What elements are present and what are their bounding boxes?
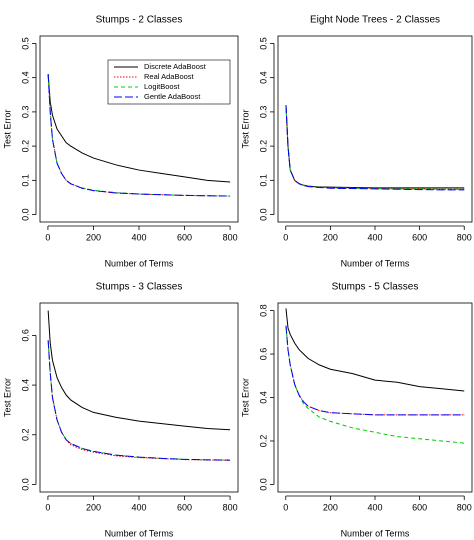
y-tick-label: 0.4 bbox=[258, 391, 268, 404]
legend-label: Real AdaBoost bbox=[144, 72, 195, 81]
chart-title: Eight Node Trees - 2 Classes bbox=[310, 15, 440, 26]
y-tick-label: 0.1 bbox=[20, 174, 30, 187]
plot-frame bbox=[39, 35, 239, 223]
x-axis-label: Number of Terms bbox=[105, 258, 174, 268]
x-tick-label: 800 bbox=[223, 502, 238, 512]
x-tick-label: 200 bbox=[323, 502, 338, 512]
y-tick-label: 0.5 bbox=[20, 37, 30, 50]
y-axis-label: Test Error bbox=[240, 378, 250, 417]
y-axis-label: Test Error bbox=[2, 109, 12, 148]
y-tick-label: 0.2 bbox=[20, 429, 30, 442]
series-line bbox=[285, 325, 465, 416]
y-tick-label: 0.0 bbox=[20, 208, 30, 221]
legend-label: Gentle AdaBoost bbox=[144, 92, 201, 101]
y-tick-label: 0.6 bbox=[20, 329, 30, 342]
y-tick-label: 0.6 bbox=[258, 348, 268, 361]
x-tick-label: 600 bbox=[412, 502, 427, 512]
y-tick-label: 0.5 bbox=[258, 37, 268, 50]
y-tick-label: 0.4 bbox=[20, 71, 30, 84]
y-axis-label: Test Error bbox=[2, 378, 12, 417]
series-line bbox=[47, 74, 231, 183]
x-axis-label: Number of Terms bbox=[105, 528, 174, 538]
series-line bbox=[285, 308, 465, 392]
series-line bbox=[285, 325, 465, 444]
series-line bbox=[47, 74, 231, 197]
legend-label: LogitBoost bbox=[144, 82, 180, 91]
x-tick-label: 800 bbox=[223, 232, 238, 242]
series-line bbox=[47, 340, 231, 461]
series-line bbox=[47, 340, 231, 461]
y-tick-label: 0.0 bbox=[20, 478, 30, 491]
plot-frame bbox=[277, 302, 473, 493]
x-tick-label: 800 bbox=[457, 232, 472, 242]
x-tick-label: 600 bbox=[412, 232, 427, 242]
y-tick-label: 0.0 bbox=[258, 478, 268, 491]
x-tick-label: 800 bbox=[457, 502, 472, 512]
chart-title: Stumps - 2 Classes bbox=[96, 15, 183, 26]
plot-frame bbox=[277, 35, 473, 223]
legend-label: Discrete AdaBoost bbox=[144, 62, 207, 71]
series-line bbox=[285, 105, 465, 190]
x-axis-label: Number of Terms bbox=[341, 258, 410, 268]
series-line bbox=[285, 105, 465, 190]
x-tick-label: 200 bbox=[323, 232, 338, 242]
x-tick-label: 200 bbox=[86, 502, 101, 512]
y-axis-label: Test Error bbox=[240, 109, 250, 148]
x-tick-label: 0 bbox=[283, 232, 288, 242]
y-tick-label: 0.3 bbox=[258, 106, 268, 119]
series-line bbox=[285, 105, 465, 189]
y-tick-label: 0.2 bbox=[258, 140, 268, 153]
y-tick-label: 0.3 bbox=[20, 106, 30, 119]
x-tick-label: 400 bbox=[131, 232, 146, 242]
y-tick-label: 0.0 bbox=[258, 208, 268, 221]
x-axis-label: Number of Terms bbox=[341, 528, 410, 538]
x-tick-label: 0 bbox=[45, 502, 50, 512]
series-line bbox=[47, 340, 231, 461]
plot-frame bbox=[39, 302, 239, 493]
x-tick-label: 400 bbox=[367, 232, 382, 242]
y-tick-label: 0.4 bbox=[258, 71, 268, 84]
series-line bbox=[285, 325, 465, 416]
y-tick-label: 0.8 bbox=[258, 304, 268, 317]
y-tick-label: 0.1 bbox=[258, 174, 268, 187]
x-tick-label: 400 bbox=[367, 502, 382, 512]
y-tick-label: 0.2 bbox=[20, 140, 30, 153]
series-line bbox=[47, 310, 231, 431]
series-line bbox=[285, 105, 465, 191]
x-tick-label: 400 bbox=[131, 502, 146, 512]
x-tick-label: 0 bbox=[283, 502, 288, 512]
chart-title: Stumps - 3 Classes bbox=[96, 282, 183, 293]
x-tick-label: 600 bbox=[177, 232, 192, 242]
x-tick-label: 600 bbox=[177, 502, 192, 512]
y-tick-label: 0.2 bbox=[258, 435, 268, 448]
y-tick-label: 0.4 bbox=[20, 379, 30, 392]
x-tick-label: 0 bbox=[45, 232, 50, 242]
chart-title: Stumps - 5 Classes bbox=[332, 282, 419, 293]
x-tick-label: 200 bbox=[86, 232, 101, 242]
